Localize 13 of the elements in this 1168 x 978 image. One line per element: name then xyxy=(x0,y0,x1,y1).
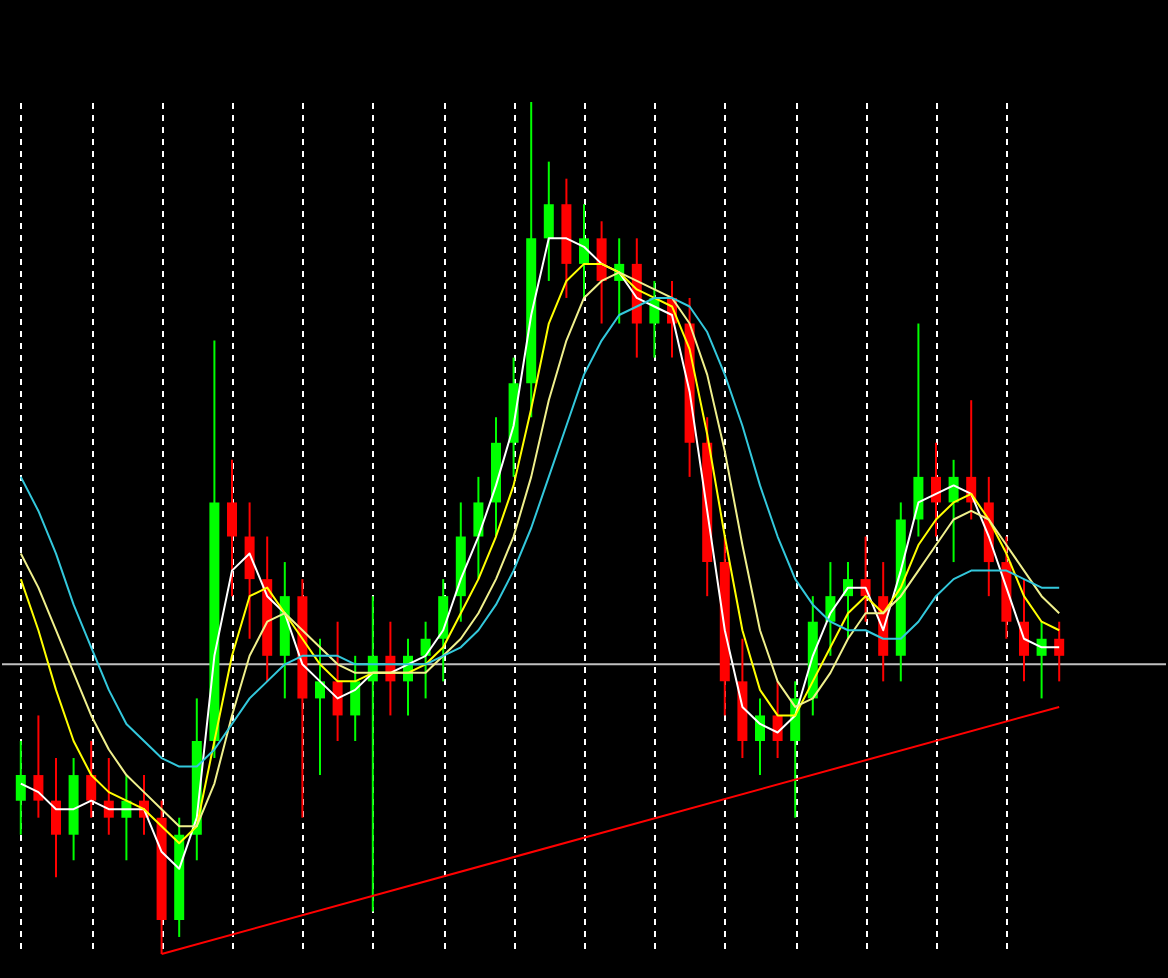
candlestick xyxy=(755,697,765,777)
candlestick xyxy=(1054,620,1065,683)
candlestick xyxy=(350,654,361,742)
candlestick xyxy=(15,740,26,836)
candlestick xyxy=(315,637,325,777)
candlestick xyxy=(33,714,44,819)
candlestick xyxy=(332,620,343,742)
candlestick xyxy=(227,458,237,598)
candlestick xyxy=(596,220,607,325)
candlestick xyxy=(473,475,484,581)
candlestick xyxy=(51,757,61,879)
candlestick xyxy=(543,160,554,282)
candlestick xyxy=(86,740,97,819)
